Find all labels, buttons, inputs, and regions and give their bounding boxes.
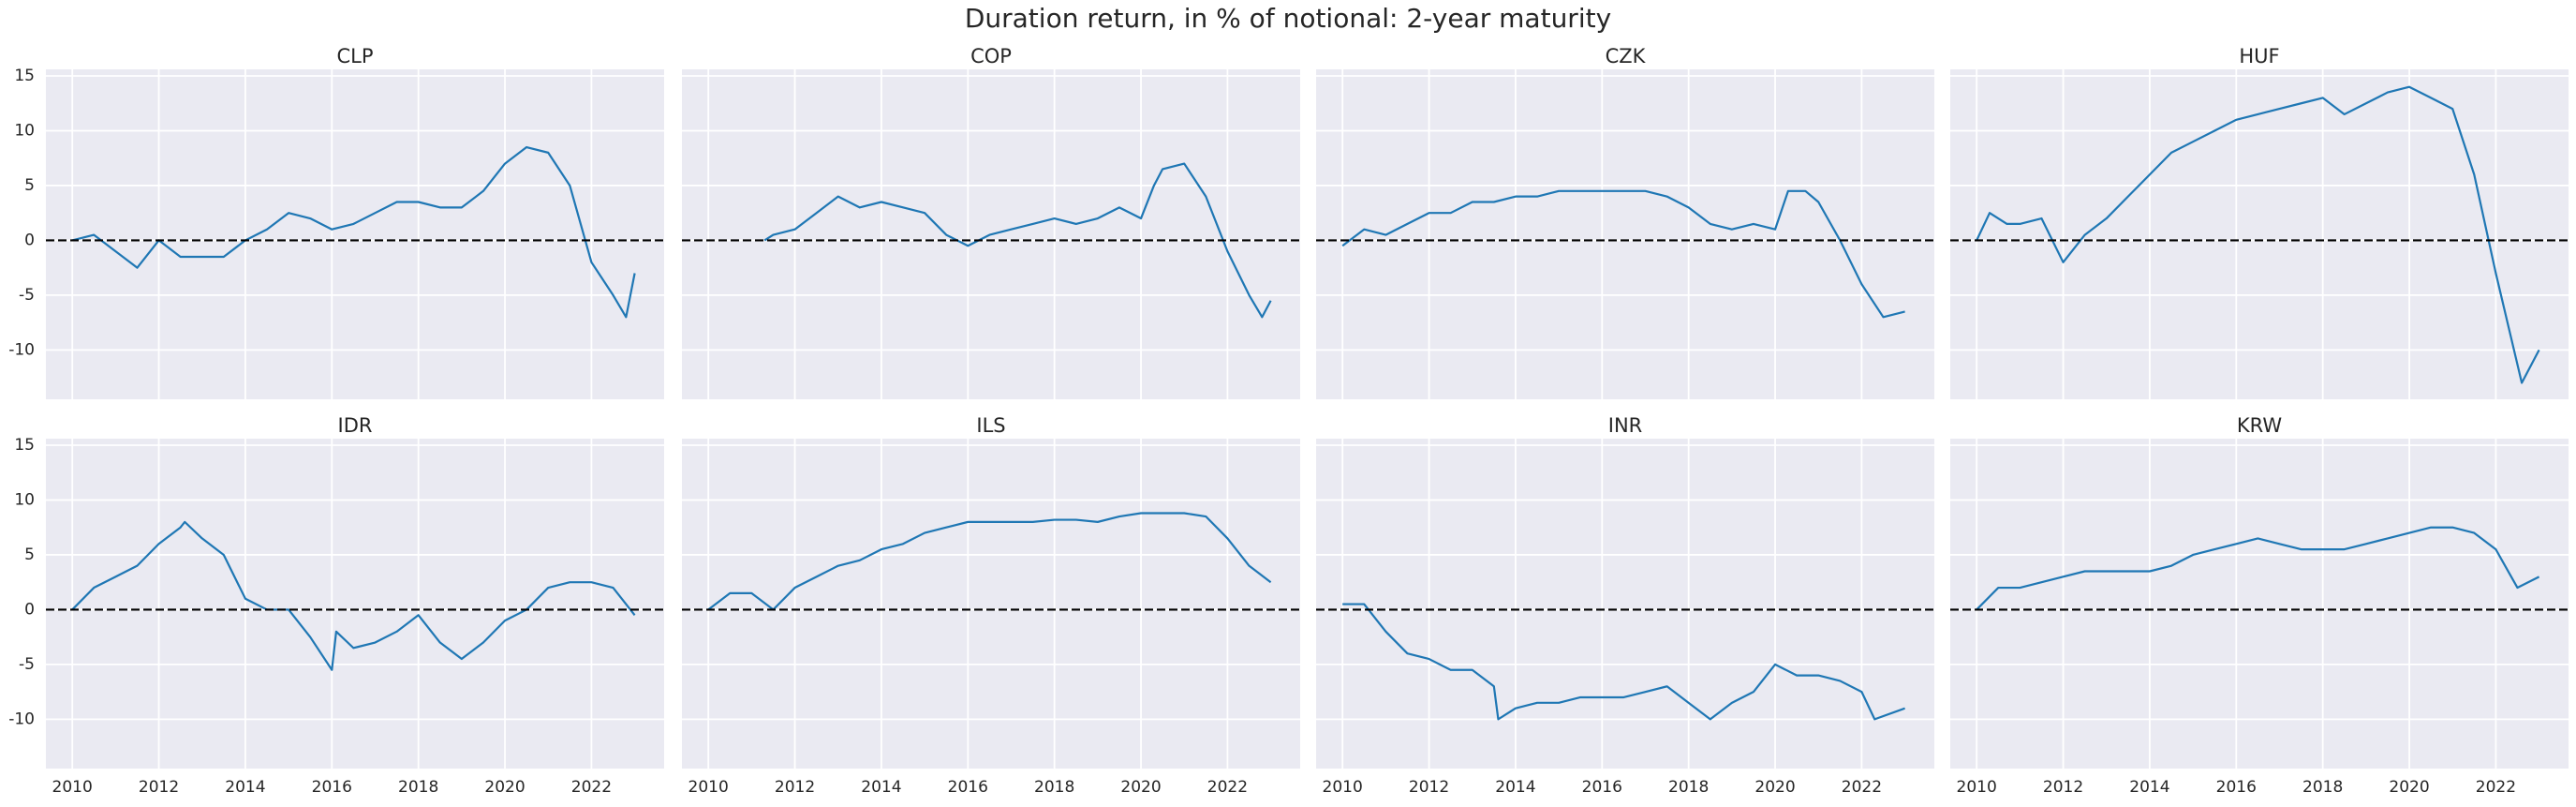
plot-background <box>1950 439 2569 769</box>
y-tick-label: -10 <box>8 710 35 728</box>
data-line <box>1342 603 1905 721</box>
x-tick-label: 2022 <box>571 778 612 797</box>
data-line <box>71 145 636 319</box>
x-tick-label: 2016 <box>2216 778 2257 797</box>
x-tick-label: 2020 <box>1120 778 1161 797</box>
subplot-title: KRW <box>2237 414 2283 437</box>
x-tick-label: 2012 <box>775 778 815 797</box>
x-tick-label: 2012 <box>2043 778 2083 797</box>
plot-background <box>1316 69 1934 399</box>
x-tick-label: 2022 <box>1207 778 1248 797</box>
x-tick-label: 2010 <box>1957 778 1997 797</box>
y-tick-label: 15 <box>14 436 35 455</box>
x-tick-label: 2014 <box>225 778 265 797</box>
x-tick-label: 2014 <box>2129 778 2169 797</box>
x-tick-label: 2018 <box>1668 778 1709 797</box>
subplot-title: HUF <box>2239 45 2279 67</box>
x-tick-label: 2022 <box>2476 778 2516 797</box>
figure-title: Duration return, in % of notional: 2-yea… <box>965 3 1611 34</box>
plot-background <box>46 439 664 769</box>
y-tick-label: 10 <box>14 121 35 140</box>
y-tick-label: 10 <box>14 490 35 509</box>
x-tick-label: 2020 <box>1754 778 1795 797</box>
x-tick-label: 2014 <box>861 778 901 797</box>
x-tick-label: 2020 <box>484 778 525 797</box>
y-tick-label: 0 <box>24 231 35 249</box>
plot-background <box>1316 439 1934 769</box>
x-tick-label: 2010 <box>688 778 729 797</box>
subplot-title: ILS <box>976 414 1005 437</box>
data-line <box>1976 85 2540 384</box>
x-tick-label: 2010 <box>52 778 93 797</box>
x-tick-label: 2014 <box>1495 778 1535 797</box>
subplot-title: IDR <box>338 414 373 437</box>
y-tick-label: 0 <box>24 600 35 619</box>
x-tick-label: 2020 <box>2389 778 2429 797</box>
x-tick-label: 2012 <box>139 778 179 797</box>
data-line <box>1976 526 2540 611</box>
subplot-title: INR <box>1608 414 1643 437</box>
data-line <box>707 512 1272 611</box>
x-tick-label: 2016 <box>948 778 988 797</box>
subplot-title: CLP <box>336 45 373 67</box>
subplot-title: CZK <box>1606 45 1647 67</box>
y-tick-label: -5 <box>19 286 35 305</box>
x-tick-label: 2018 <box>398 778 438 797</box>
x-tick-label: 2018 <box>2302 778 2343 797</box>
x-tick-label: 2010 <box>1323 778 1363 797</box>
data-line <box>71 520 636 671</box>
data-line <box>763 162 1272 319</box>
x-tick-label: 2018 <box>1034 778 1074 797</box>
y-tick-label: 5 <box>24 176 35 195</box>
plot-background <box>682 439 1300 769</box>
y-tick-label: 15 <box>14 67 35 85</box>
plot-background <box>46 69 664 399</box>
y-tick-label: -10 <box>8 340 35 359</box>
x-tick-label: 2012 <box>1409 778 1449 797</box>
plot-background <box>1950 69 2569 399</box>
y-tick-label: 5 <box>24 545 35 564</box>
x-tick-label: 2016 <box>312 778 352 797</box>
y-tick-label: -5 <box>19 655 35 674</box>
x-tick-label: 2022 <box>1842 778 1882 797</box>
data-line <box>1341 189 1905 319</box>
subplot-title: COP <box>970 45 1012 67</box>
x-tick-label: 2016 <box>1582 778 1622 797</box>
